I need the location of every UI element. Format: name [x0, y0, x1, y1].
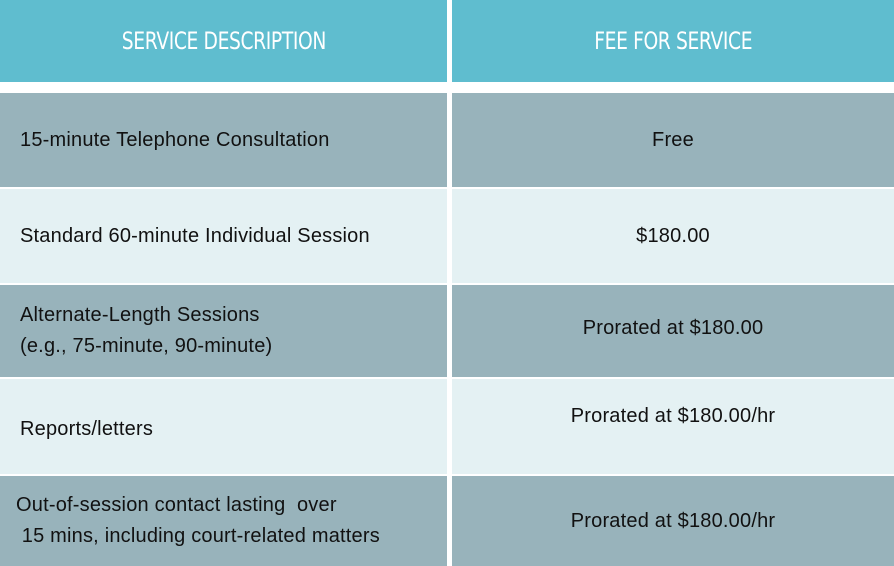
- row-5-description: Out-of-session contact lasting over 15 m…: [0, 476, 447, 566]
- row-5-description-line-1: Out-of-session contact lasting over: [16, 494, 337, 516]
- row-5-description-line-2: 15 mins, including court-related matters: [16, 525, 380, 547]
- row-5-fee: Prorated at $180.00/hr: [452, 476, 894, 566]
- row-3-fee-text: Prorated at $180.00: [582, 316, 764, 339]
- row-1-fee: Free: [452, 93, 894, 187]
- row-3-fee: Prorated at $180.00: [452, 285, 894, 377]
- row-4-description-line-1: Reports/letters: [20, 418, 154, 440]
- row-2-description-line-1: Standard 60-minute Individual Session: [20, 224, 370, 247]
- row-3-description-line-1: Alternate-Length Sessions: [20, 304, 260, 326]
- header-fee-for-service: FEE FOR SERVICE: [452, 0, 894, 82]
- row-4-description: Reports/letters: [0, 379, 447, 474]
- row-2-fee: $180.00: [452, 189, 894, 283]
- row-1-description-line-1: 15-minute Telephone Consultation: [20, 128, 330, 151]
- header-fee-for-service-label: FEE FOR SERVICE: [594, 26, 752, 55]
- row-5-fee-text: Prorated at $180.00/hr: [570, 509, 776, 532]
- row-4-fee: Prorated at $180.00/hr: [452, 379, 894, 474]
- row-1-description: 15-minute Telephone Consultation: [0, 93, 447, 187]
- row-4-fee-text: Prorated at $180.00/hr: [570, 405, 776, 427]
- header-service-description-label: SERVICE DESCRIPTION: [121, 26, 326, 55]
- row-3-description-line-2: (e.g., 75-minute, 90-minute): [20, 335, 273, 357]
- row-1-fee-text: Free: [652, 128, 694, 151]
- row-3-description: Alternate-Length Sessions (e.g., 75-minu…: [0, 285, 447, 377]
- row-2-fee-text: $180.00: [636, 224, 710, 247]
- header-service-description: SERVICE DESCRIPTION: [0, 0, 447, 82]
- row-2-description: Standard 60-minute Individual Session: [0, 189, 447, 283]
